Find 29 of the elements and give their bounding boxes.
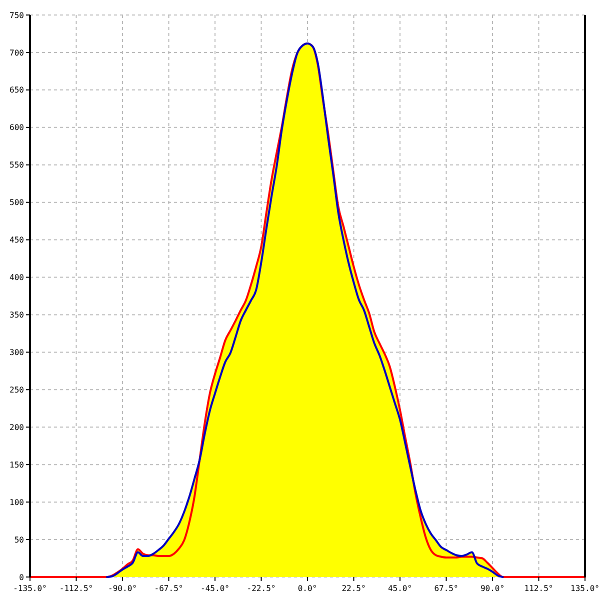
- x-tick-label: -112.5°: [59, 584, 94, 593]
- x-tick-label: 67.5°: [434, 584, 458, 593]
- y-tick-label: 50: [14, 535, 24, 544]
- x-tick-label: 90.0°: [480, 584, 505, 593]
- x-tick-label: -45.0°: [200, 584, 230, 593]
- x-tick-label: 0.0°: [298, 584, 318, 593]
- y-tick-label: 400: [10, 273, 24, 282]
- y-tick-label: 650: [10, 86, 24, 95]
- y-tick-label: 600: [10, 123, 24, 132]
- x-tick-label: 135.0°: [570, 584, 600, 593]
- y-tick-label: 700: [10, 48, 24, 58]
- y-tick-label: 300: [10, 348, 24, 357]
- x-tick-label: -22.5°: [246, 584, 276, 593]
- x-tick-label: -90.0°: [108, 584, 137, 593]
- y-tick-label: 150: [10, 460, 24, 470]
- y-tick-label: 450: [10, 236, 24, 245]
- y-tick-label: 750: [10, 10, 24, 20]
- y-tick-label: 350: [10, 310, 24, 320]
- y-tick-label: 100: [10, 498, 24, 507]
- y-tick-label: 500: [10, 198, 24, 208]
- y-tick-label: 250: [10, 385, 24, 394]
- x-tick-label: -67.5°: [154, 584, 184, 593]
- x-tick-label: 112.5°: [524, 584, 554, 593]
- y-tick-label: 0: [19, 572, 24, 582]
- y-tick-label: 200: [10, 422, 24, 432]
- x-tick-label: 22.5°: [342, 584, 366, 593]
- x-tick-label: 45.0°: [388, 584, 412, 593]
- x-tick-label: -135.0°: [13, 584, 47, 593]
- y-tick-label: 550: [10, 160, 24, 170]
